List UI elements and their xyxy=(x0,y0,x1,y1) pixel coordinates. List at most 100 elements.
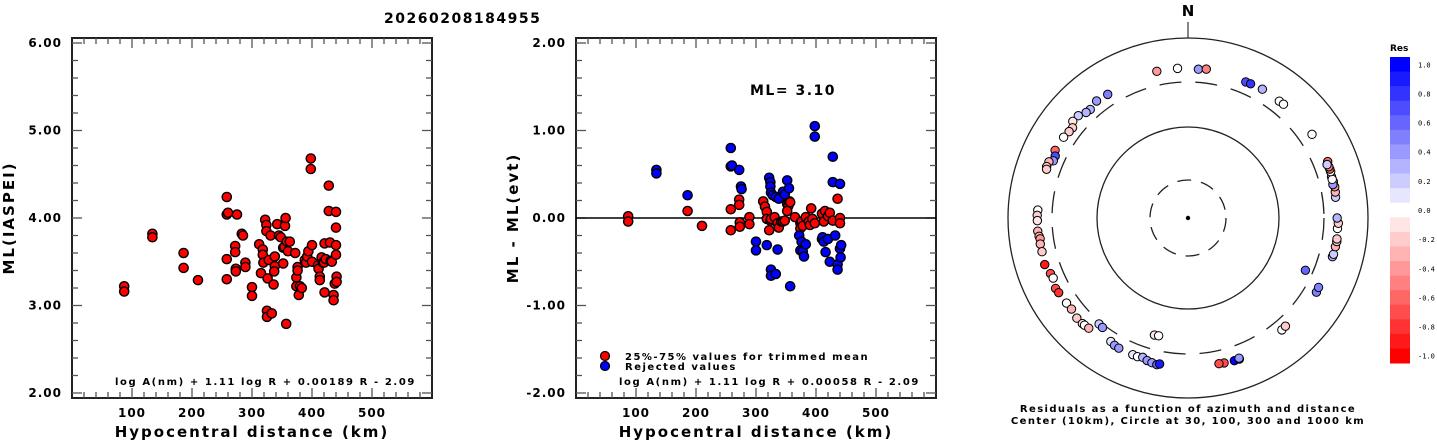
data-point xyxy=(682,205,693,217)
data-point xyxy=(750,245,762,256)
legend-label-trimmed: 25%-75% values for trimmed mean xyxy=(625,352,869,363)
data-point xyxy=(832,193,843,205)
data-point xyxy=(178,247,189,259)
y-axis-title: ML - ML(evt) xyxy=(504,153,522,283)
y-tick-label: -2.00 xyxy=(526,386,566,400)
legend-marker-rejected xyxy=(599,360,611,372)
colorbar-swatch xyxy=(1390,261,1410,277)
x-tick-label: 100 xyxy=(622,406,650,420)
data-point xyxy=(306,239,318,251)
y-tick-label: 0.00 xyxy=(532,211,566,225)
data-point xyxy=(319,287,330,298)
formula-annotation: log A(nm) + 1.11 log R + 0.00058 R - 2.0… xyxy=(619,377,920,388)
data-point xyxy=(744,218,755,230)
data-point xyxy=(750,236,762,247)
data-point xyxy=(832,264,843,275)
colorbar-swatch xyxy=(1390,115,1410,131)
colorbar-swatch xyxy=(1390,173,1410,189)
colorbar-swatch xyxy=(1390,57,1410,73)
data-point xyxy=(246,281,258,293)
station-point xyxy=(1114,343,1124,353)
data-point xyxy=(262,273,273,284)
station-point xyxy=(1081,107,1091,118)
x-tick-label: 300 xyxy=(742,406,770,420)
station-point xyxy=(1053,287,1064,298)
plot-frame xyxy=(71,37,433,399)
data-point xyxy=(268,279,279,290)
data-point xyxy=(277,258,289,269)
x-tick-label: 400 xyxy=(802,406,830,420)
data-point xyxy=(118,286,130,297)
station-point xyxy=(1332,213,1342,223)
data-point xyxy=(622,216,634,227)
station-point xyxy=(1278,99,1289,109)
station-point xyxy=(1066,304,1077,314)
station-point xyxy=(1058,132,1069,142)
colorbar-swatch xyxy=(1390,333,1410,349)
data-point xyxy=(269,251,281,262)
data-point xyxy=(772,244,783,255)
data-point xyxy=(696,220,708,232)
station-point xyxy=(1103,89,1113,100)
data-point xyxy=(770,268,782,280)
data-point xyxy=(725,203,737,215)
colorbar-label: 0.4 xyxy=(1418,149,1431,157)
data-point xyxy=(783,182,795,194)
data-point xyxy=(809,131,821,142)
residual-vs-distance-chart: -2.00 -1.00 0.00 1.00 2.00 100 200 300 400 500 H… xyxy=(504,36,937,441)
colorbar-swatch xyxy=(1390,217,1410,233)
data-point xyxy=(725,224,737,236)
ring-300km xyxy=(1051,81,1325,355)
y-tick-labels: -2.00 -1.00 0.00 1.00 2.00 xyxy=(526,36,566,400)
colorbar-swatch xyxy=(1390,319,1410,335)
colorbar-label: 0.8 xyxy=(1418,90,1431,98)
colorbar-swatch xyxy=(1390,304,1410,320)
data-point xyxy=(192,274,204,286)
colorbar-title: Res xyxy=(1390,44,1408,54)
x-tick-label: 100 xyxy=(118,406,146,420)
colorbar-swatch xyxy=(1390,100,1410,116)
station-residual-points xyxy=(1032,63,1344,370)
data-point xyxy=(266,308,278,319)
data-point xyxy=(763,224,775,236)
colorbar-label: 0.6 xyxy=(1418,120,1431,128)
colorbar-label: 0.0 xyxy=(1418,207,1431,215)
data-point xyxy=(805,203,817,214)
y-tick-label: 3.00 xyxy=(28,299,62,313)
data-point xyxy=(147,231,158,243)
data-point xyxy=(651,168,662,179)
ml-vs-distance-chart: 2.00 3.00 4.00 5.00 6.00 100 200 300 400 500 Hyp… xyxy=(0,36,433,441)
data-point xyxy=(733,164,745,176)
station-point xyxy=(1035,239,1045,249)
data-point xyxy=(296,282,308,294)
data-point xyxy=(784,196,796,208)
colorbar-label: -1.0 xyxy=(1418,353,1435,361)
station-point xyxy=(1214,359,1224,369)
station-point xyxy=(1313,282,1324,293)
station-point xyxy=(1032,215,1043,226)
station-point xyxy=(1327,174,1337,185)
data-point xyxy=(323,180,335,191)
station-point xyxy=(1097,322,1108,333)
data-point xyxy=(779,215,791,226)
station-point xyxy=(1193,64,1204,74)
data-point xyxy=(284,236,296,247)
x-tick-label: 300 xyxy=(238,406,266,420)
ring-100km xyxy=(1096,126,1280,310)
data-point xyxy=(330,239,342,251)
x-tick-label: 500 xyxy=(358,406,386,420)
data-point xyxy=(328,294,339,306)
y-tick-label: 1.00 xyxy=(532,124,566,138)
station-point xyxy=(1072,313,1082,323)
colorbar-label: -0.8 xyxy=(1418,324,1435,332)
data-point xyxy=(761,239,773,251)
colorbar-swatch xyxy=(1390,71,1410,87)
legend-marker-trimmed xyxy=(599,350,611,362)
caption-line-2: Center (10km), Circle at 30, 100, 300 an… xyxy=(1011,416,1365,427)
station-point xyxy=(1172,63,1183,74)
data-point xyxy=(268,266,280,277)
data-point xyxy=(829,230,841,241)
data-point xyxy=(784,280,796,292)
data-point xyxy=(330,249,342,261)
